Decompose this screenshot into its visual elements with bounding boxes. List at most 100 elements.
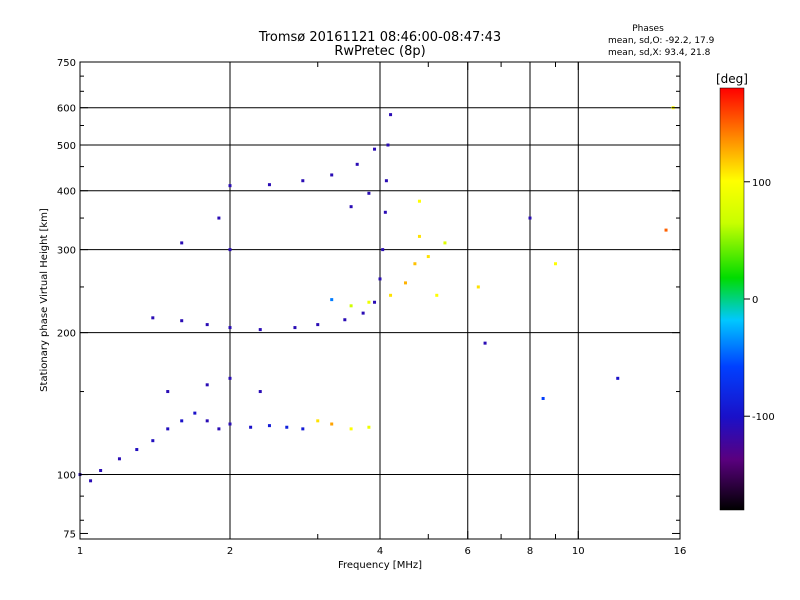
data-point	[228, 184, 232, 188]
data-point	[166, 390, 170, 394]
colorbar-tick-label: 100	[752, 178, 771, 189]
data-point	[166, 427, 170, 431]
x-tick-label: 16	[674, 546, 687, 557]
y-axis-label: Stationary phase Virtual Height [km]	[39, 208, 50, 392]
data-point	[483, 341, 487, 345]
y-tick-label: 400	[57, 187, 76, 198]
x-axis-label: Frequency [MHz]	[338, 560, 422, 571]
data-point	[616, 376, 620, 380]
data-point	[389, 113, 393, 117]
y-tick-label: 100	[57, 471, 76, 482]
data-point	[330, 298, 334, 302]
data-point	[367, 425, 371, 429]
data-point	[217, 427, 221, 431]
data-point	[435, 293, 439, 297]
data-point	[528, 216, 532, 220]
data-point	[541, 396, 545, 400]
data-point	[228, 422, 232, 426]
data-point	[180, 319, 184, 323]
data-point	[367, 300, 371, 304]
data-point	[267, 424, 271, 428]
data-point	[403, 281, 407, 285]
colorbar-label: [deg]	[716, 72, 748, 86]
data-point	[99, 469, 103, 473]
data-point	[258, 390, 262, 394]
data-point	[330, 422, 334, 426]
colorbar-ticks: 100 0 -100	[744, 178, 775, 423]
data-point	[205, 323, 209, 327]
data-point	[349, 427, 353, 431]
chart-subtitle: RwPretec (8p)	[334, 44, 425, 59]
data-point	[373, 147, 377, 151]
data-point	[180, 241, 184, 245]
data-point	[285, 425, 289, 429]
data-point	[417, 234, 421, 238]
data-point	[258, 328, 262, 332]
data-point	[267, 183, 271, 187]
data-point	[316, 419, 320, 423]
data-point	[117, 457, 121, 461]
y-tick-label: 200	[57, 329, 76, 340]
info-heading: Phases	[632, 24, 664, 34]
data-point	[386, 143, 390, 147]
data-point	[301, 179, 305, 183]
data-point	[330, 173, 334, 177]
x-axis-ticks: 1 2 4 6 8 10 16	[77, 62, 687, 557]
data-point	[383, 210, 387, 214]
data-point	[217, 216, 221, 220]
data-point	[249, 425, 253, 429]
data-points	[78, 106, 675, 483]
data-point	[553, 262, 557, 266]
data-point	[293, 326, 297, 330]
info-line-x: mean, sd,X: 93.4, 21.8	[608, 48, 711, 58]
colorbar	[719, 87, 745, 511]
data-point	[361, 311, 365, 315]
data-point	[205, 383, 209, 387]
colorbar-tick-label: 0	[752, 295, 758, 306]
data-point	[476, 285, 480, 289]
data-point	[389, 293, 393, 297]
data-point	[443, 241, 447, 245]
grid-lines	[80, 62, 680, 539]
y-tick-label: 75	[63, 529, 76, 540]
x-tick-label: 1	[77, 546, 83, 557]
data-point	[193, 411, 197, 415]
x-tick-label: 10	[572, 546, 585, 557]
x-tick-label: 4	[377, 546, 383, 557]
data-point	[355, 162, 359, 166]
data-point	[373, 300, 377, 304]
data-point	[151, 316, 155, 320]
colorbar-tick-label: -100	[752, 412, 775, 423]
data-point	[381, 248, 385, 252]
data-point	[89, 479, 93, 483]
data-point	[301, 427, 305, 431]
data-point	[205, 419, 209, 423]
x-tick-label: 6	[465, 546, 471, 557]
x-tick-label: 8	[527, 546, 533, 557]
data-point	[413, 262, 417, 266]
y-axis-ticks: 75 100 200 300 400 500 600 750	[57, 58, 680, 540]
data-point	[135, 448, 139, 452]
data-point	[664, 228, 668, 232]
data-point	[378, 277, 382, 281]
data-point	[180, 419, 184, 423]
x-tick-label: 2	[227, 546, 233, 557]
y-tick-label: 600	[57, 104, 76, 115]
data-point	[316, 323, 320, 327]
y-tick-label: 300	[57, 246, 76, 257]
data-point	[349, 205, 353, 209]
data-point	[384, 179, 388, 183]
data-point	[343, 318, 347, 322]
data-point	[349, 304, 353, 308]
data-point	[417, 199, 421, 203]
data-point	[151, 439, 155, 443]
y-tick-label: 500	[57, 141, 76, 152]
data-point	[367, 191, 371, 195]
data-point	[426, 255, 430, 259]
data-point	[228, 326, 232, 330]
info-line-o: mean, sd,O: -92.2, 17.9	[608, 36, 715, 46]
data-point	[228, 376, 232, 380]
chart-title: Tromsø 20161121 08:46:00-08:47:43	[258, 30, 501, 45]
data-point	[228, 248, 232, 252]
